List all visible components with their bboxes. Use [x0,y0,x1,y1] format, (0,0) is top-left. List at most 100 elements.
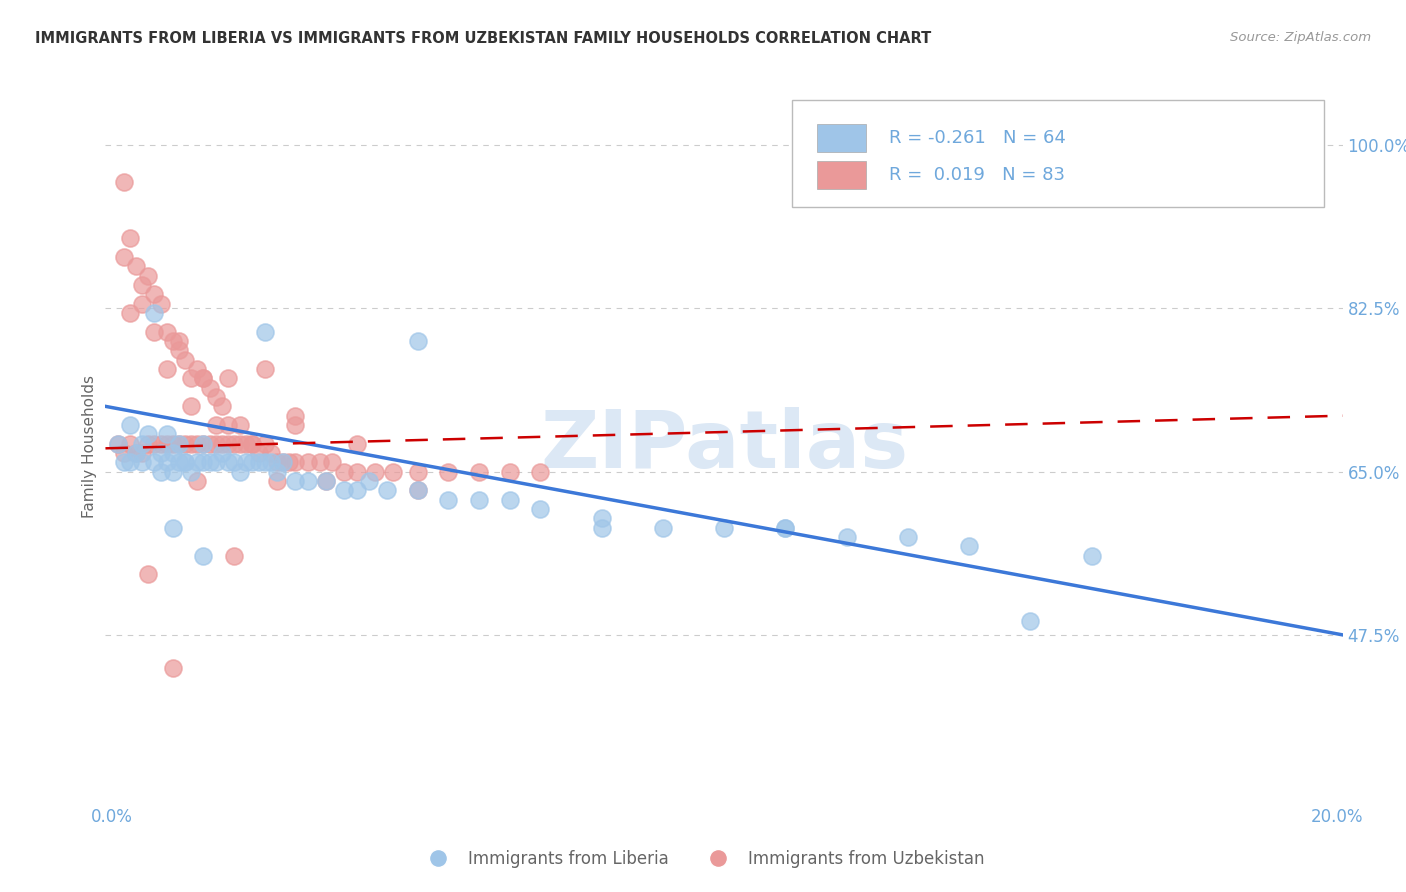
Point [204,436,226,450]
Point [529,465,551,479]
Point [897,530,920,544]
Point [118,306,141,320]
Point [271,455,294,469]
Point [229,417,252,432]
Point [149,297,172,311]
Point [162,660,184,674]
Point [107,436,129,450]
Point [217,436,239,450]
Point [591,511,613,525]
Point [247,446,270,460]
Point [211,436,233,450]
Point [131,455,153,469]
Point [357,474,380,488]
Point [193,436,215,450]
Point [198,455,221,469]
Point [1080,549,1102,563]
Point [204,455,226,469]
Point [321,455,343,469]
Point [253,436,276,450]
Point [193,455,215,469]
Point [229,436,252,450]
Point [204,417,226,432]
Point [284,417,307,432]
Point [346,483,368,498]
Point [136,427,159,442]
Point [266,474,288,488]
Point [204,390,226,404]
Point [180,436,202,450]
Point [149,465,172,479]
Point [198,381,221,395]
Point [131,436,153,450]
Point [222,549,245,563]
Point [271,455,294,469]
Point [180,371,202,385]
Point [125,446,148,460]
Point [136,567,159,582]
Point [315,474,337,488]
Point [406,465,429,479]
Point [211,446,233,460]
Point [156,362,179,376]
Point [468,465,491,479]
Point [499,492,522,507]
FancyBboxPatch shape [817,125,866,153]
Point [229,465,252,479]
Point [235,455,257,469]
Point [247,455,270,469]
Point [242,436,264,450]
Point [143,436,166,450]
Point [143,455,166,469]
Point [149,436,172,450]
Point [266,465,288,479]
Point [156,427,179,442]
Point [162,465,184,479]
Point [217,371,239,385]
Point [217,417,239,432]
Point [308,455,330,469]
Point [167,436,190,450]
Point [284,474,307,488]
Point [180,465,202,479]
Point [174,455,197,469]
Point [174,352,197,367]
Point [112,455,135,469]
Point [775,521,797,535]
FancyBboxPatch shape [817,161,866,189]
Point [193,371,215,385]
Point [437,465,460,479]
Point [437,492,460,507]
Point [143,287,166,301]
Point [713,521,735,535]
Point [242,436,264,450]
Point [297,474,319,488]
Text: IMMIGRANTS FROM LIBERIA VS IMMIGRANTS FROM UZBEKISTAN FAMILY HOUSEHOLDS CORRELAT: IMMIGRANTS FROM LIBERIA VS IMMIGRANTS FR… [35,31,931,46]
Point [118,436,141,450]
Point [253,325,276,339]
Point [125,446,148,460]
Point [143,325,166,339]
Point [131,297,153,311]
Point [775,521,797,535]
Point [149,446,172,460]
Point [186,474,208,488]
Point [529,502,551,516]
Point [266,455,288,469]
Point [406,483,429,498]
Point [333,465,356,479]
Point [136,436,159,450]
Point [193,549,215,563]
Point [468,492,491,507]
Text: R = -0.261   N = 64: R = -0.261 N = 64 [889,129,1066,147]
Point [162,436,184,450]
Point [136,268,159,283]
Point [167,436,190,450]
Point [186,455,208,469]
Point [162,521,184,535]
Point [1019,614,1042,628]
Point [118,455,141,469]
Point [651,521,673,535]
Point [167,343,190,358]
Point [222,436,245,450]
